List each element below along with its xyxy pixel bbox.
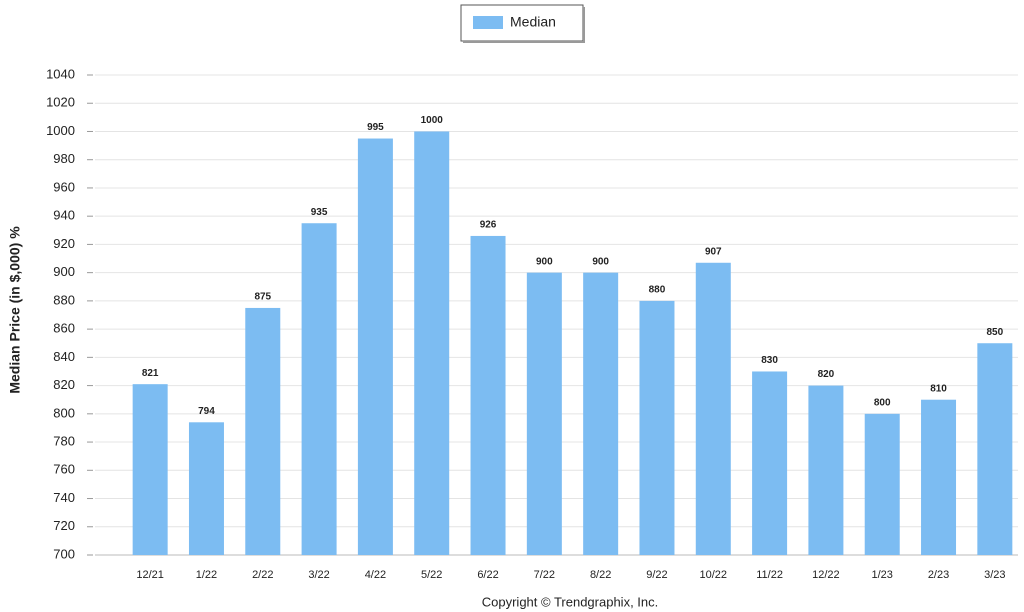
footer: Copyright © Trendgraphix, Inc. — [482, 594, 659, 609]
y-tick-label: 960 — [53, 179, 75, 194]
value-label: 875 — [254, 292, 271, 303]
y-tick-label: 840 — [53, 349, 75, 364]
y-tick-label: 1000 — [46, 123, 75, 138]
y-tick-label: 820 — [53, 377, 75, 392]
x-tick-label: 12/21 — [136, 569, 164, 581]
value-label: 900 — [592, 256, 609, 267]
bar — [808, 385, 844, 555]
x-tick-label: 8/22 — [590, 569, 611, 581]
y-tick-label: 900 — [53, 264, 75, 279]
x-tick-label: 2/22 — [252, 569, 273, 581]
value-label: 926 — [480, 220, 497, 231]
y-tick-label: 1040 — [46, 66, 75, 81]
y-tick-label: 940 — [53, 208, 75, 223]
y-tick-label: 780 — [53, 433, 75, 448]
value-label: 935 — [311, 207, 328, 218]
bar — [583, 272, 619, 555]
y-tick-label: 980 — [53, 151, 75, 166]
x-tick-label: 6/22 — [477, 569, 498, 581]
value-label: 1000 — [421, 115, 444, 126]
y-tick-label: 760 — [53, 462, 75, 477]
x-tick-label: 9/22 — [646, 569, 667, 581]
y-tick-label: 880 — [53, 292, 75, 307]
x-tick-label: 3/23 — [984, 569, 1005, 581]
value-label: 800 — [874, 397, 891, 408]
value-label: 830 — [761, 355, 778, 366]
x-tick-label: 2/23 — [928, 569, 949, 581]
bar — [695, 262, 731, 555]
value-label: 794 — [198, 406, 215, 417]
y-tick-label: 740 — [53, 490, 75, 505]
legend-label: Median — [510, 14, 556, 30]
bar — [752, 371, 788, 555]
x-tick-label: 1/23 — [872, 569, 893, 581]
bar — [864, 413, 900, 555]
value-label: 820 — [818, 369, 835, 380]
x-tick-label: 4/22 — [365, 569, 386, 581]
x-tick-label: 12/22 — [812, 569, 840, 581]
bar — [188, 422, 224, 555]
value-label: 995 — [367, 122, 384, 133]
bar — [921, 399, 957, 555]
x-tick-label: 1/22 — [196, 569, 217, 581]
y-tick-label: 860 — [53, 321, 75, 336]
y-tick-label: 1020 — [46, 95, 75, 110]
y-axis-title: Median Price (in $,000) % — [7, 226, 23, 394]
value-label: 907 — [705, 246, 722, 257]
bar — [977, 343, 1013, 555]
x-tick-label: 3/22 — [308, 569, 329, 581]
bar — [470, 235, 506, 556]
x-tick-label: 11/22 — [756, 569, 783, 581]
x-tick-label: 7/22 — [534, 569, 555, 581]
bar — [132, 384, 168, 555]
legend-swatch — [473, 16, 503, 29]
value-label: 900 — [536, 256, 553, 267]
y-tick-label: 700 — [53, 546, 75, 561]
bar — [357, 138, 393, 555]
value-label: 810 — [930, 383, 947, 394]
bar — [301, 223, 337, 555]
y-tick-label: 800 — [53, 405, 75, 420]
bar — [639, 300, 675, 555]
x-tick-label: 5/22 — [421, 569, 442, 581]
x-tick-label: 10/22 — [700, 569, 728, 581]
y-tick-label: 720 — [53, 518, 75, 533]
value-label: 850 — [987, 327, 1004, 338]
value-label: 880 — [649, 285, 666, 296]
bar — [414, 131, 450, 555]
value-label: 821 — [142, 368, 159, 379]
y-tick-label: 920 — [53, 236, 75, 251]
bar — [245, 307, 281, 555]
bar — [526, 272, 562, 555]
